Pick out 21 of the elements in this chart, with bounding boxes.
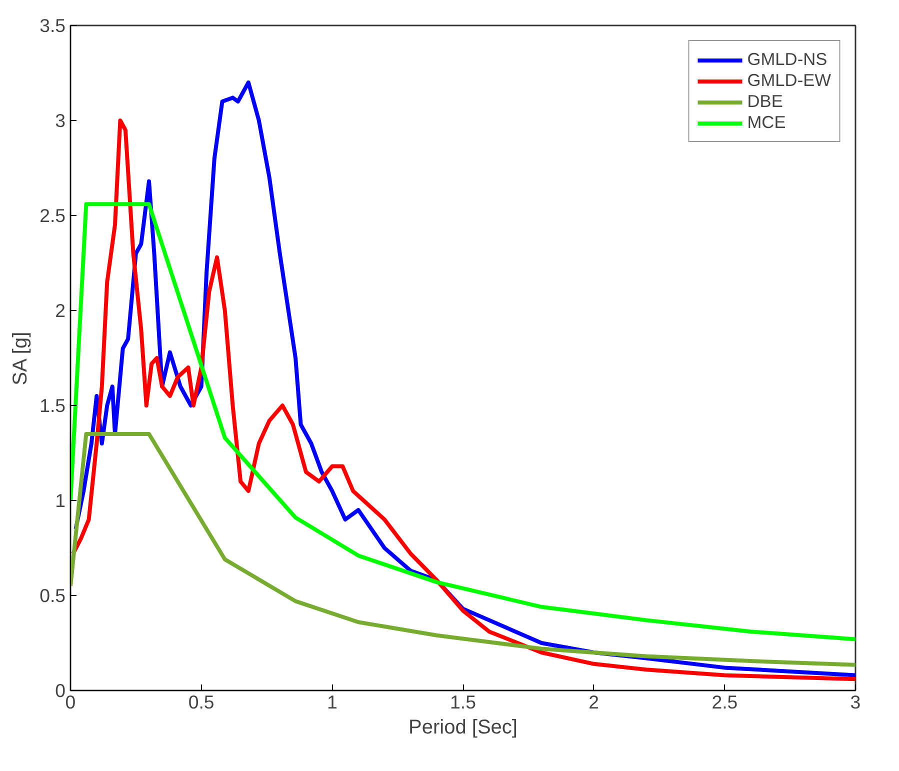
legend-label: MCE bbox=[747, 112, 786, 133]
y-tick-label: 2 bbox=[55, 300, 66, 321]
legend-label: GMLD-EW bbox=[747, 70, 831, 91]
line-series bbox=[70, 432, 856, 667]
y-axis-title: SA [g] bbox=[10, 332, 32, 386]
x-tick-label: 1 bbox=[326, 692, 338, 712]
x-tick-label: 2 bbox=[588, 692, 600, 712]
y-tick-label: 0.5 bbox=[40, 585, 66, 606]
y-tick-label: 1.5 bbox=[40, 395, 66, 416]
y-tick-label: 2.5 bbox=[40, 205, 66, 226]
line-series bbox=[70, 202, 856, 642]
y-tick-label: 1 bbox=[55, 490, 66, 511]
legend-label: GMLD-NS bbox=[747, 49, 828, 70]
y-tick-label: 3 bbox=[55, 110, 66, 131]
x-tick-label: 0.5 bbox=[188, 692, 214, 712]
y-tick-label: 3.5 bbox=[40, 15, 66, 36]
x-axis-title: Period [Sec] bbox=[408, 716, 518, 738]
legend-label: DBE bbox=[747, 91, 783, 112]
x-tick-label: 1.5 bbox=[450, 692, 476, 712]
x-tick-label: 3 bbox=[850, 692, 861, 712]
x-tick-label: 2.5 bbox=[712, 692, 738, 712]
